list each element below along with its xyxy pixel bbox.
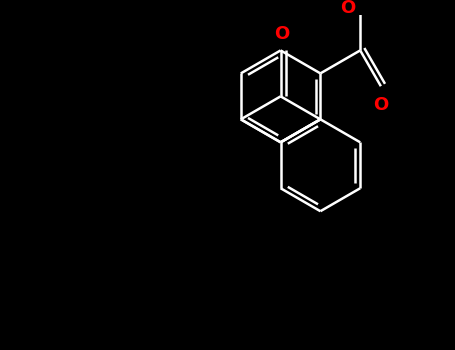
Text: O: O [373,96,389,114]
Text: O: O [340,0,355,16]
Text: O: O [274,25,289,43]
